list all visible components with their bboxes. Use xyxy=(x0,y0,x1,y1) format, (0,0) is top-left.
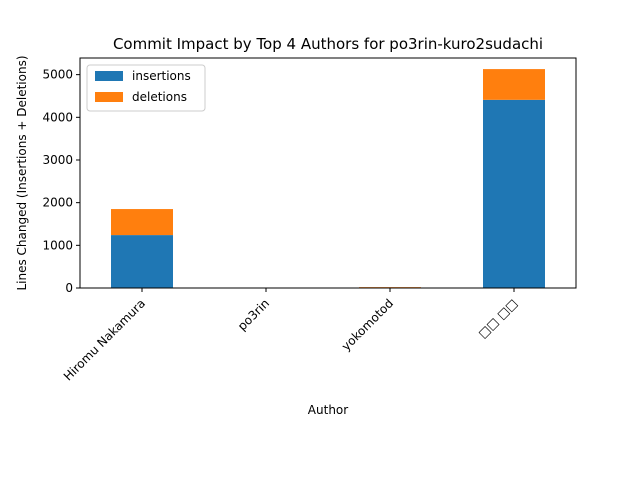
bar-deletions-3 xyxy=(483,69,545,100)
bar-deletions-2 xyxy=(359,287,421,288)
plot-frame xyxy=(79,57,577,289)
y-tick-label-5: 5000 xyxy=(42,68,73,82)
bars-layer xyxy=(111,69,545,289)
y-tick-label-2: 2000 xyxy=(42,196,73,210)
y-tick-label-3: 3000 xyxy=(42,153,73,167)
y-tick-label-1: 1000 xyxy=(42,238,73,252)
legend: insertions deletions xyxy=(86,64,206,112)
y-axis-label: Lines Changed (Insertions + Deletions) xyxy=(15,55,29,290)
legend-label-insertions: insertions xyxy=(132,69,191,83)
legend-swatch-deletions xyxy=(95,92,123,102)
x-axis-label: Author xyxy=(308,403,348,417)
y-tick-label-0: 0 xyxy=(65,281,73,295)
chart-title: Commit Impact by Top 4 Authors for po3ri… xyxy=(113,35,543,53)
bar-insertions-0 xyxy=(111,235,173,288)
y-tick-label-4: 4000 xyxy=(42,110,73,124)
legend-swatch-insertions xyxy=(95,71,123,81)
legend-label-deletions: deletions xyxy=(132,90,187,104)
y-axis: 0 1000 2000 3000 4000 5000 xyxy=(42,68,80,295)
bar-insertions-3 xyxy=(483,99,545,289)
bar-deletions-0 xyxy=(111,209,173,236)
